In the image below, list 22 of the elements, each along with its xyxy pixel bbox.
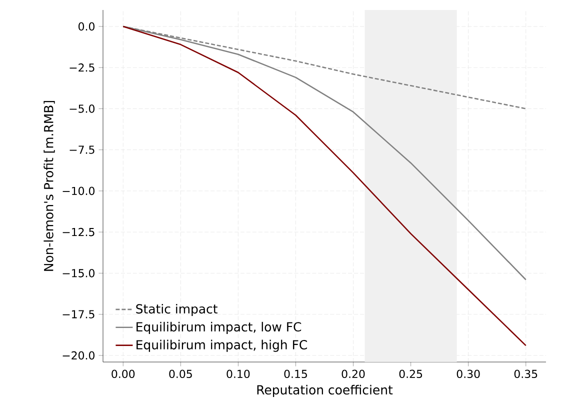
y-tick-label: −2.5 bbox=[70, 63, 94, 72]
y-axis-title: Non-lemon's Profit [m.RMB] bbox=[44, 100, 55, 271]
x-tick-label: 0.20 bbox=[342, 370, 365, 378]
legend-label: Equilibirum impact, low FC bbox=[136, 322, 302, 334]
y-tick-label: −17.5 bbox=[62, 310, 94, 318]
y-tick-label: −7.5 bbox=[70, 146, 94, 154]
y-tick-label: 0.0 bbox=[78, 22, 94, 31]
x-tick-label: 0.05 bbox=[169, 370, 192, 378]
x-tick-label: 0.00 bbox=[112, 370, 135, 378]
y-tick-label: −15.0 bbox=[62, 269, 94, 278]
y-tick-label: −10.0 bbox=[62, 186, 94, 196]
y-tick-label: −5.0 bbox=[70, 104, 94, 113]
y-tick-label: −12.5 bbox=[62, 228, 94, 236]
legend-label: Static impact bbox=[136, 304, 218, 316]
x-tick-label: 0.25 bbox=[399, 370, 422, 378]
x-axis-title: Reputation coefficient bbox=[257, 384, 393, 397]
y-tick-label: −20.0 bbox=[62, 351, 94, 360]
x-tick-label: 0.15 bbox=[284, 370, 307, 378]
x-tick-label: 0.10 bbox=[226, 370, 250, 378]
legend-label: Equilibirum impact, high FC bbox=[136, 340, 307, 352]
x-tick-label: 0.35 bbox=[514, 370, 538, 378]
x-tick-label: 0.30 bbox=[456, 370, 480, 378]
